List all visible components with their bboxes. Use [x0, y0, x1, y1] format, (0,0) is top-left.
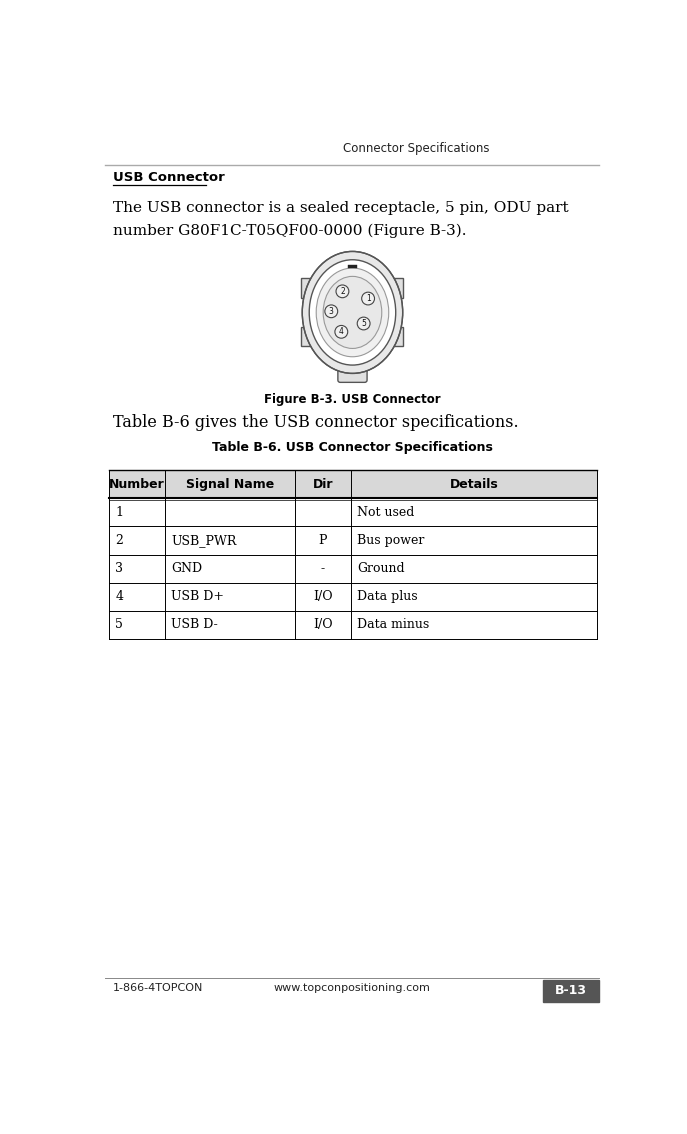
FancyBboxPatch shape [338, 362, 367, 382]
Text: number G80F1C-T05QF00-0000 (Figure B-3).: number G80F1C-T05QF00-0000 (Figure B-3). [113, 223, 466, 238]
Text: 1: 1 [115, 506, 124, 519]
Text: 1-866-4TOPCON: 1-866-4TOPCON [113, 983, 203, 992]
Text: Data plus: Data plus [357, 590, 418, 603]
Text: I/O: I/O [313, 618, 333, 632]
Text: 1: 1 [365, 294, 370, 303]
Text: Ground: Ground [357, 562, 405, 575]
Text: P: P [319, 534, 327, 547]
Text: 3: 3 [115, 562, 124, 575]
Text: www.topconpositioning.com: www.topconpositioning.com [273, 983, 431, 992]
Text: Signal Name: Signal Name [186, 477, 274, 491]
Text: Data minus: Data minus [357, 618, 429, 632]
Text: USB Connector: USB Connector [113, 171, 225, 184]
FancyBboxPatch shape [348, 265, 357, 269]
Text: 2: 2 [340, 287, 345, 296]
Text: USB D-: USB D- [172, 618, 218, 632]
Text: 4: 4 [339, 328, 344, 337]
Text: The USB connector is a sealed receptacle, 5 pin, ODU part: The USB connector is a sealed receptacle… [113, 201, 569, 214]
Text: 5: 5 [361, 319, 366, 328]
Circle shape [335, 325, 348, 338]
Circle shape [336, 285, 349, 298]
Text: 3: 3 [329, 307, 334, 315]
Text: I/O: I/O [313, 590, 333, 603]
Text: Details: Details [450, 477, 499, 491]
Text: Number: Number [109, 477, 165, 491]
Text: B-13: B-13 [555, 984, 587, 997]
Circle shape [357, 318, 370, 330]
Ellipse shape [316, 268, 389, 357]
Text: Bus power: Bus power [357, 534, 425, 547]
FancyBboxPatch shape [302, 278, 314, 297]
Text: Connector Specifications: Connector Specifications [343, 142, 489, 154]
Text: Not used: Not used [357, 506, 414, 519]
Text: USB D+: USB D+ [172, 590, 225, 603]
FancyBboxPatch shape [391, 278, 403, 297]
Text: Dir: Dir [313, 477, 333, 491]
Text: Table B-6. USB Connector Specifications: Table B-6. USB Connector Specifications [212, 441, 493, 454]
FancyBboxPatch shape [109, 471, 598, 498]
Ellipse shape [302, 252, 403, 373]
Text: Figure B-3. USB Connector: Figure B-3. USB Connector [264, 393, 441, 406]
Circle shape [361, 293, 374, 305]
Ellipse shape [309, 260, 396, 365]
FancyBboxPatch shape [302, 328, 314, 347]
Text: 4: 4 [115, 590, 124, 603]
Ellipse shape [323, 277, 382, 348]
Circle shape [325, 305, 338, 318]
FancyBboxPatch shape [543, 980, 599, 1001]
Text: Table B-6 gives the USB connector specifications.: Table B-6 gives the USB connector specif… [113, 414, 519, 431]
Text: 5: 5 [115, 618, 123, 632]
Text: 2: 2 [115, 534, 123, 547]
FancyBboxPatch shape [391, 328, 403, 347]
Text: GND: GND [172, 562, 203, 575]
Text: -: - [321, 562, 325, 575]
Text: USB_PWR: USB_PWR [172, 534, 237, 547]
